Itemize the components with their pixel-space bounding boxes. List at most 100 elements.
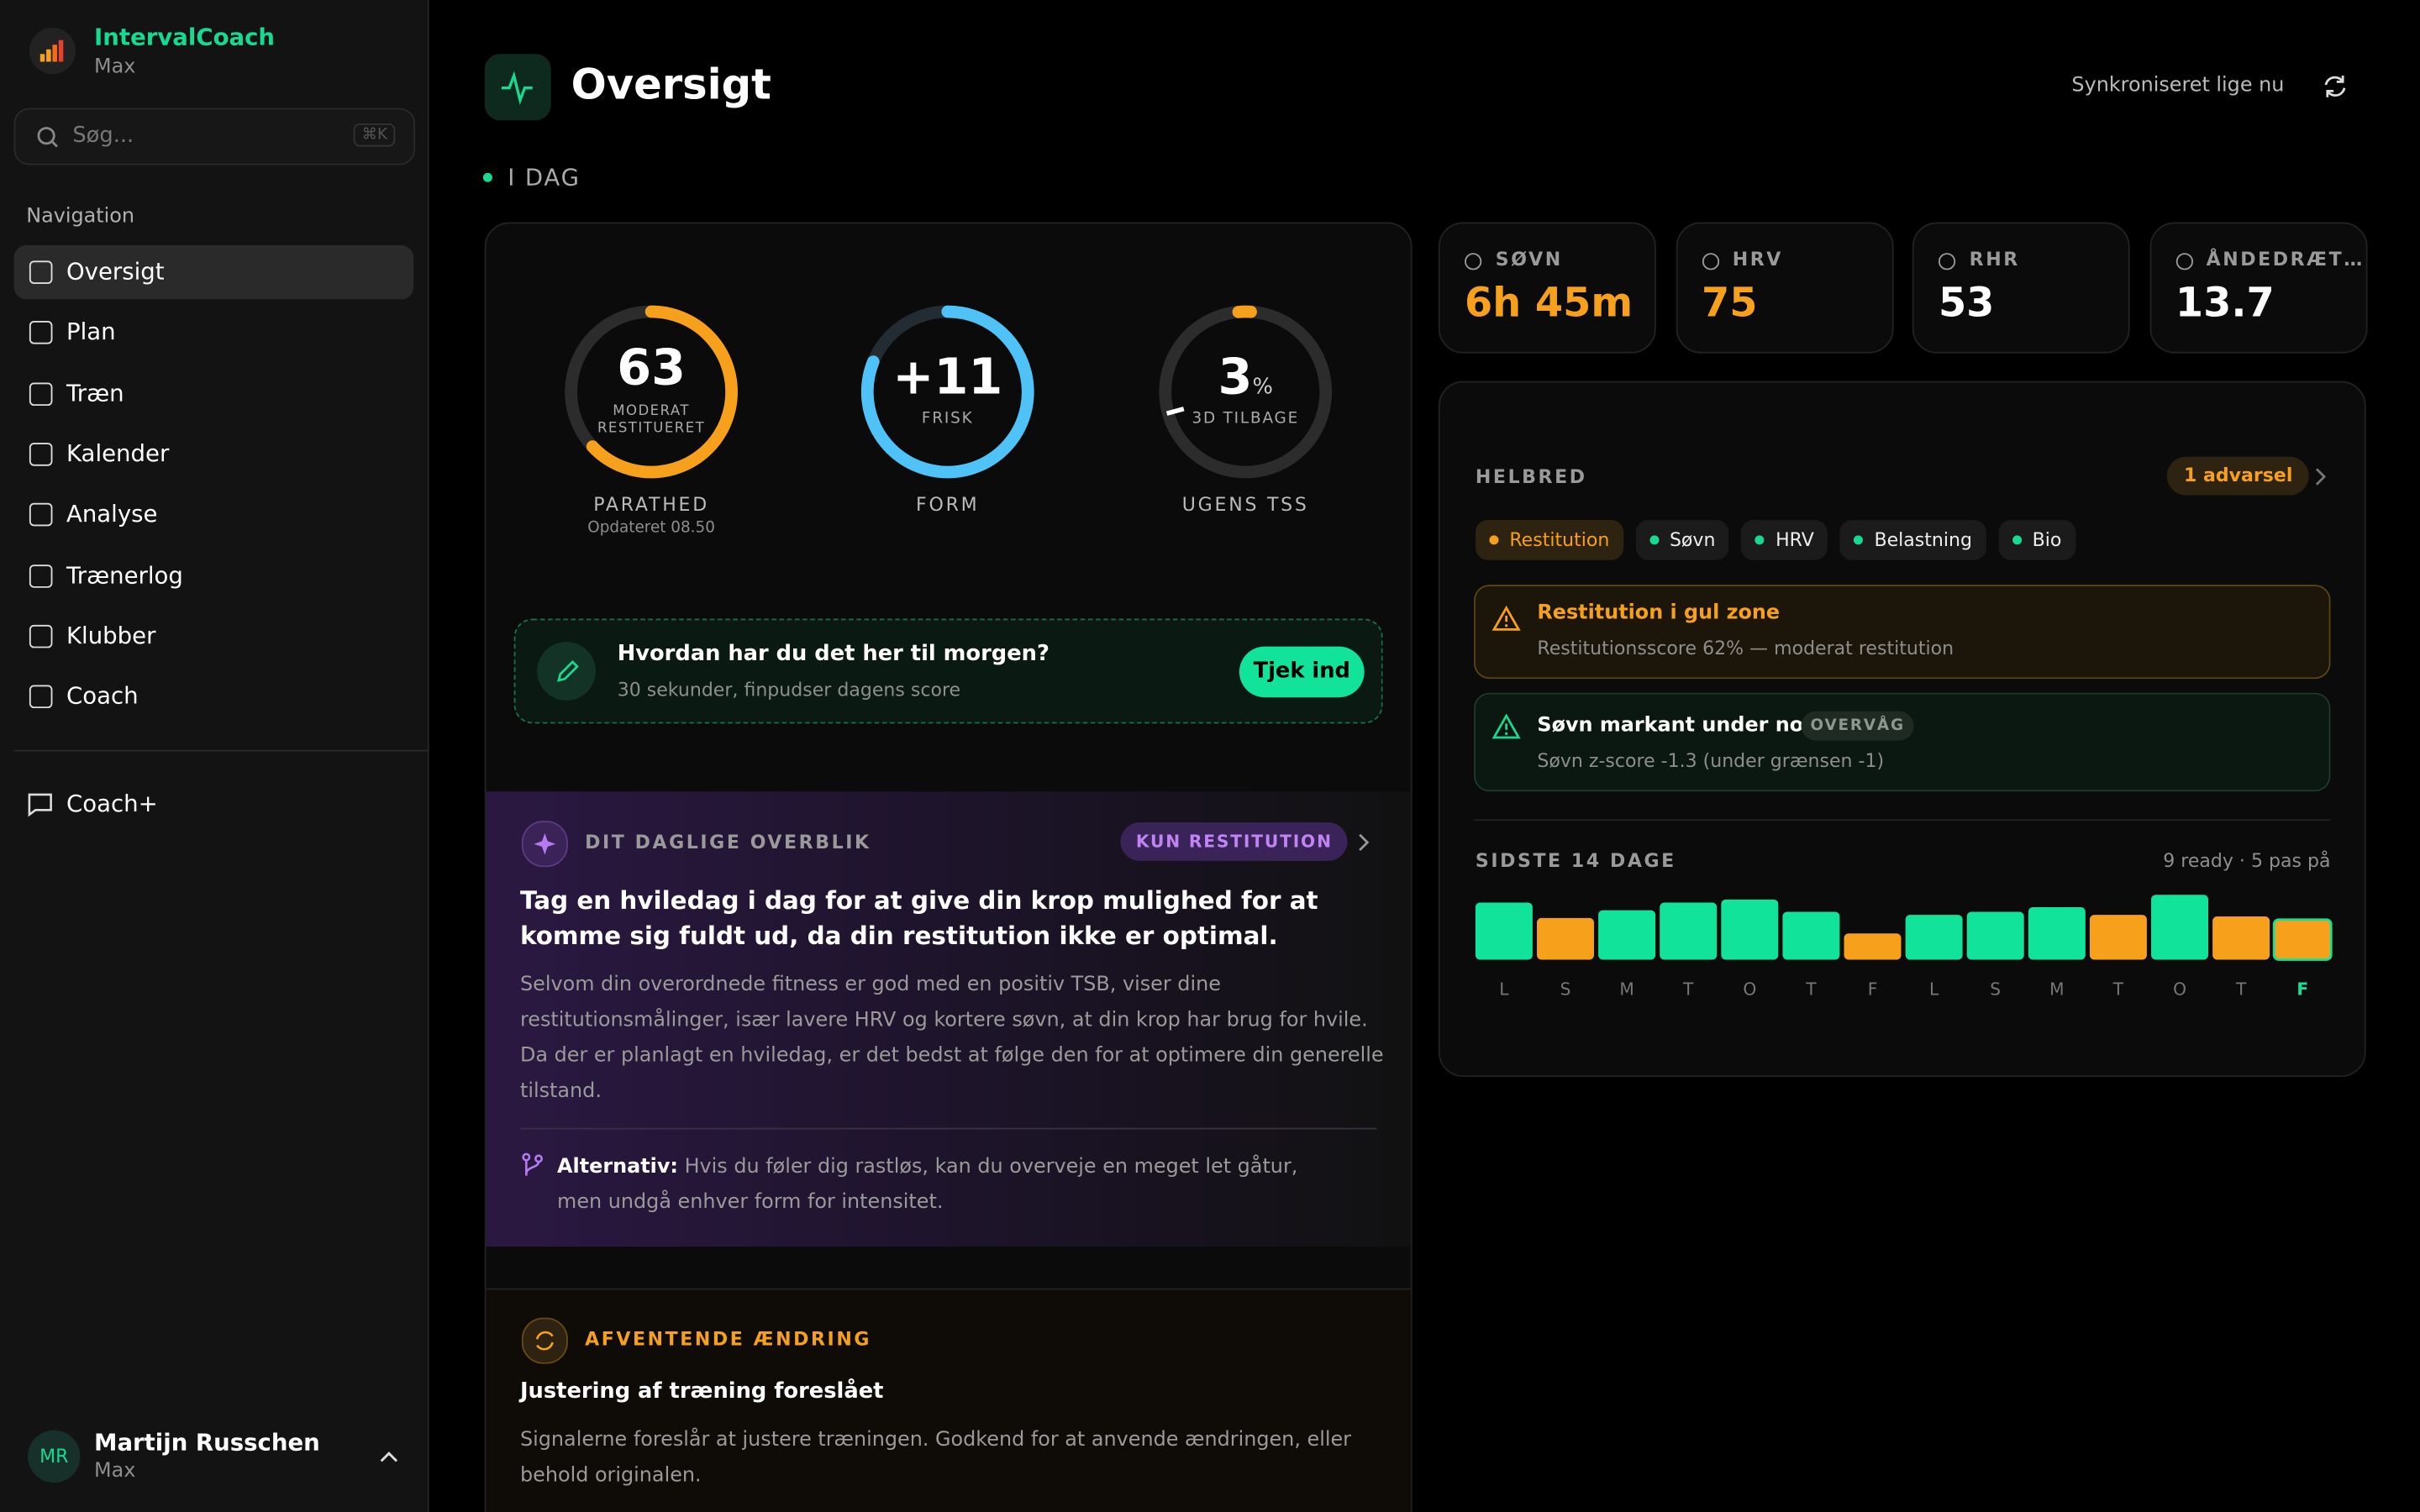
section-label: I DAG [508, 163, 581, 192]
nav-item[interactable]: Coach [14, 669, 414, 723]
nav-label: Coach [66, 682, 139, 711]
day-label: O [2173, 979, 2186, 1000]
form-sub: FRISK [921, 410, 974, 428]
overview-icon [521, 821, 568, 868]
nav-label: Træn [66, 379, 124, 407]
tab[interactable]: Belastning [1840, 519, 1986, 560]
nav-label: Kalender [66, 439, 170, 468]
pending-label: AFVENTENDE ÆNDRING [585, 1328, 872, 1351]
nav-icon [29, 503, 53, 527]
day-label: T [1682, 979, 1694, 1000]
refresh-button[interactable] [2323, 74, 2347, 98]
history-summary: 9 ready · 5 pas på [2163, 850, 2331, 872]
metric-label: RHR [1969, 248, 2020, 270]
day-label: F [2296, 979, 2308, 1000]
search-box[interactable]: Søg... ⌘K [13, 108, 416, 165]
nav-icon [29, 442, 53, 466]
tab[interactable]: Restitution [1475, 519, 1623, 560]
tab-label: Bio [2032, 529, 2062, 551]
tss-sub: 3D TILBAGE [1192, 410, 1300, 428]
health-title: HELBRED [1475, 465, 1587, 488]
chevron[interactable] [1358, 833, 1370, 852]
metric-value: 6h 45m [1465, 281, 1634, 328]
search-placeholder: Søg... [72, 123, 134, 149]
day-label: M [2049, 979, 2064, 1000]
status-dot [482, 172, 492, 182]
form-caption: FORM [916, 493, 980, 516]
coach-plus[interactable]: Coach+ [66, 790, 158, 818]
alt-icon [522, 1152, 543, 1176]
metric-value: 75 [1702, 281, 1758, 328]
alert-title: Restitution i gul zone [1537, 601, 1781, 625]
nav-icon [29, 260, 53, 284]
nav-item[interactable]: Trænerlog [14, 549, 414, 602]
metric-label: HRV [1732, 248, 1783, 270]
metric-card: RHR 53 [1912, 222, 2130, 354]
overview-body: Selvom din overordnede fitness er god me… [519, 973, 1384, 1104]
nav-icon [29, 381, 53, 406]
tabs: Restitution Søvn HRV Belastning Bio [1475, 519, 2075, 560]
tab-dot [1854, 535, 1864, 545]
day-label: S [1560, 979, 1571, 1000]
tab[interactable]: Søvn [1635, 519, 1729, 560]
history-bar [1844, 933, 1902, 960]
nav-icon [29, 685, 53, 709]
nav-item[interactable]: Kalender [14, 428, 414, 481]
pending-icon [521, 1317, 568, 1364]
warning-badge[interactable]: 1 advarsel [2166, 456, 2310, 496]
nav-item[interactable]: Oversigt [13, 245, 414, 300]
checkin-icon [537, 642, 596, 701]
user-name[interactable]: Martijn Russchen [94, 1428, 320, 1457]
logo [29, 28, 76, 75]
pending-section: AFVENTENDE ÆNDRING Justering af træning … [486, 1288, 1411, 1512]
day-label: S [1990, 979, 2001, 1000]
pending-title: Justering af træning foreslået [519, 1379, 884, 1404]
history-bar [2028, 907, 2086, 960]
chevron[interactable] [2315, 468, 2328, 486]
day-label: L [1929, 979, 1939, 1000]
coach-plus-icon [28, 793, 52, 817]
nav-label: Klubber [66, 621, 156, 649]
divider [519, 1127, 1377, 1130]
readiness-state: RESTITUERET [597, 421, 706, 437]
metric-label: SØVN [1495, 248, 1563, 270]
nav-item[interactable]: Plan [14, 306, 414, 360]
tab-dot [1489, 535, 1499, 545]
checkin-button[interactable]: Tjek ind [1239, 646, 1365, 698]
history-bar [1660, 902, 1718, 960]
history-bar [1721, 899, 1779, 960]
tab[interactable]: Bio [1998, 519, 2075, 560]
chevron[interactable] [380, 1451, 398, 1463]
day-label: T [1805, 979, 1817, 1000]
nav-icon [29, 624, 53, 648]
readiness-state: MODERAT [613, 404, 690, 420]
nav-item[interactable]: Analyse [14, 488, 414, 542]
search-shortcut: ⌘K [354, 123, 396, 147]
tab[interactable]: HRV [1741, 519, 1828, 560]
overview-section: DIT DAGLIGE OVERBLIK KUN RESTITUTION Tag… [486, 791, 1411, 1247]
nav-item[interactable]: Træn [14, 366, 414, 420]
metric-icon [1938, 253, 1956, 270]
nav-label: Oversigt [66, 257, 165, 286]
tab-dot [2012, 535, 2022, 545]
overview-headline: Tag en hviledag i dag for at give din kr… [519, 885, 1318, 951]
app-name: IntervalCoach [94, 23, 276, 51]
overview-label: DIT DAGLIGE OVERBLIK [585, 832, 871, 853]
metric-icon [1465, 253, 1482, 270]
metric-value: 13.7 [2175, 281, 2275, 328]
alt-text: Hvis du føler dig rastløs, kan du overve… [557, 1155, 1298, 1215]
nav-label: Plan [66, 318, 116, 346]
tab-dot [1755, 535, 1765, 545]
tss-value: 3 [1218, 347, 1253, 407]
nav-item[interactable]: Klubber [14, 609, 414, 663]
page-title: Oversigt [571, 61, 771, 110]
divider [1474, 819, 2331, 822]
nav-icon [29, 564, 53, 587]
tab-label: HRV [1776, 529, 1814, 551]
checkin-box: Hvordan har du det her til morgen? 30 se… [513, 618, 1383, 724]
overview-badge: KUN RESTITUTION [1120, 822, 1349, 861]
